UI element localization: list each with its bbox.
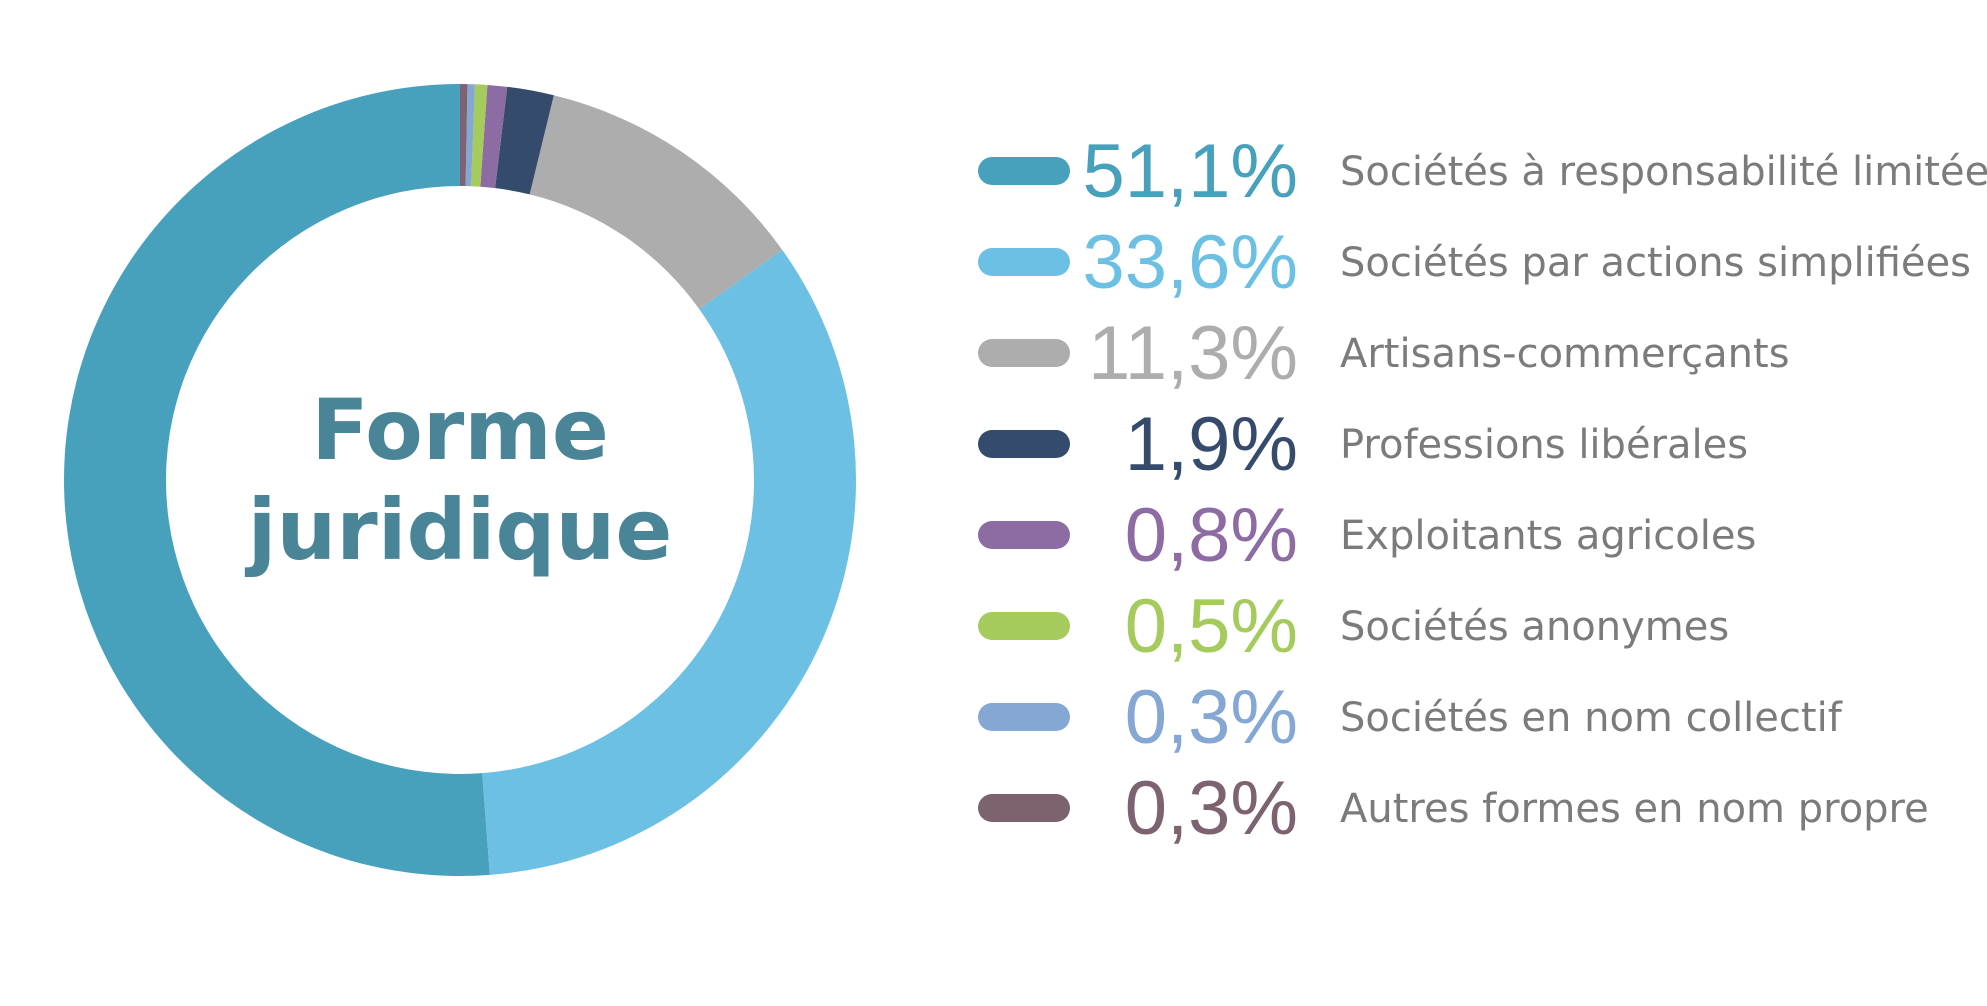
legend-label: Sociétés anonymes — [1340, 604, 1730, 650]
legend-swatch — [978, 703, 1070, 731]
legend-swatch — [978, 521, 1070, 549]
legend-percentage: 51,1% — [1082, 129, 1299, 214]
legend-label: Professions libérales — [1340, 422, 1749, 468]
legend-swatch — [978, 157, 1070, 185]
chart-title: Forme juridique — [160, 380, 760, 580]
legend-label: Artisans-commerçants — [1340, 331, 1790, 377]
legend: 51,1% Sociétés à responsabilité limitée … — [978, 125, 1987, 853]
donut-chart — [64, 84, 856, 876]
legend-swatch — [978, 248, 1070, 276]
legend-swatch — [978, 794, 1070, 822]
legend-percentage: 0,3% — [1124, 675, 1298, 760]
donut-slice — [64, 84, 490, 876]
legend-item: 0,8% Exploitants agricoles — [978, 489, 1978, 580]
legend-item: 0,3% Autres formes en nom propre — [978, 762, 1978, 853]
legend-label: Sociétés à responsabilité limitée — [1340, 149, 1987, 195]
donut-slice — [480, 84, 508, 189]
donut-slice — [482, 249, 856, 875]
legend-swatch — [978, 339, 1070, 367]
legend-percentage: 1,9% — [1124, 402, 1298, 487]
donut-slice — [471, 84, 488, 187]
legend-item: 51,1% Sociétés à responsabilité limitée — [978, 125, 1987, 216]
legend-item: 0,5% Sociétés anonymes — [978, 580, 1978, 671]
donut-slice — [465, 84, 475, 187]
legend-swatch — [978, 612, 1070, 640]
donut-slice — [460, 84, 468, 187]
chart-title-line-1: Forme — [311, 381, 609, 479]
legend-percentage: 0,5% — [1124, 584, 1298, 669]
donut-slice — [495, 86, 554, 195]
legend-label: Exploitants agricoles — [1340, 513, 1757, 559]
legend-item: 33,6% Sociétés par actions simplifiées — [978, 216, 1978, 307]
legend-percentage: 0,8% — [1124, 493, 1298, 578]
legend-item: 0,3% Sociétés en nom collectif — [978, 671, 1978, 762]
legend-percentage: 0,3% — [1124, 766, 1298, 851]
legend-label: Sociétés par actions simplifiées — [1340, 240, 1971, 286]
legend-label: Sociétés en nom collectif — [1340, 695, 1842, 741]
legend-item: 1,9% Professions libérales — [978, 398, 1978, 489]
legend-label: Autres formes en nom propre — [1340, 786, 1929, 832]
legend-percentage: 33,6% — [1082, 220, 1299, 305]
chart-title-line-2: juridique — [247, 481, 673, 579]
legend-percentage: 11,3% — [1088, 311, 1298, 396]
legend-swatch — [978, 430, 1070, 458]
donut-slice — [529, 95, 783, 310]
legend-item: 11,3% Artisans-commerçants — [978, 307, 1978, 398]
